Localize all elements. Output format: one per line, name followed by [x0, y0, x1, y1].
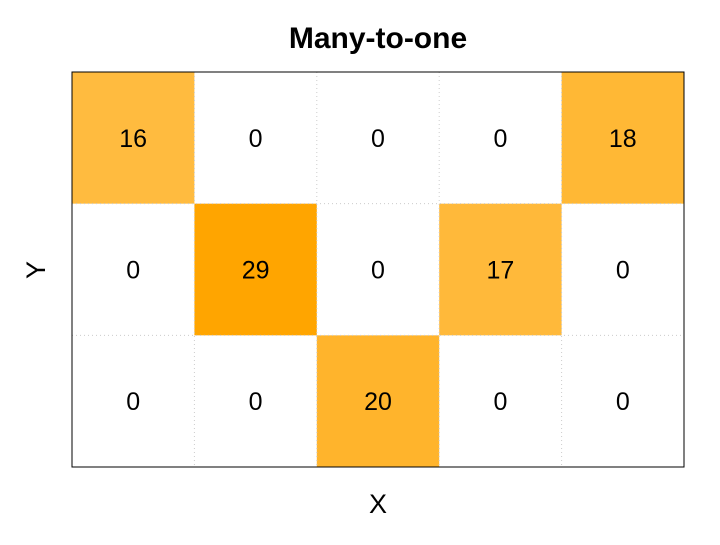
- cell-value-label: 0: [371, 257, 385, 285]
- cell-value-label: 0: [126, 388, 140, 416]
- heatmap-cell: [316, 335, 440, 467]
- cell-value-label: 0: [616, 257, 630, 285]
- cell-labels: 16 0 0 0 18 0 29 0 17 0 0 0 20 0 0: [119, 125, 636, 416]
- cell-value-label: 20: [364, 388, 392, 416]
- cell-value-label: 16: [119, 125, 147, 153]
- heatmap-cells: [72, 72, 684, 467]
- heatmap-cell: [561, 72, 684, 204]
- heatmap-cell: [72, 72, 195, 204]
- heatmap-cell: [194, 203, 317, 336]
- cell-value-label: 0: [249, 388, 263, 416]
- cell-value-label: 17: [486, 257, 514, 285]
- plot-frame: [71, 71, 685, 468]
- cell-value-label: 0: [616, 388, 630, 416]
- chart-title: Many-to-one: [289, 22, 467, 55]
- cell-value-label: 18: [609, 125, 637, 153]
- x-axis-label: X: [369, 489, 387, 519]
- cell-value-label: 0: [371, 125, 385, 153]
- cell-value-label: 0: [493, 125, 507, 153]
- cell-value-label: 0: [493, 388, 507, 416]
- y-axis-label: Y: [21, 261, 51, 279]
- cell-value-label: 0: [126, 257, 140, 285]
- cell-value-label: 29: [242, 257, 270, 285]
- heatmap-cell: [439, 203, 562, 336]
- cell-value-label: 0: [249, 125, 263, 153]
